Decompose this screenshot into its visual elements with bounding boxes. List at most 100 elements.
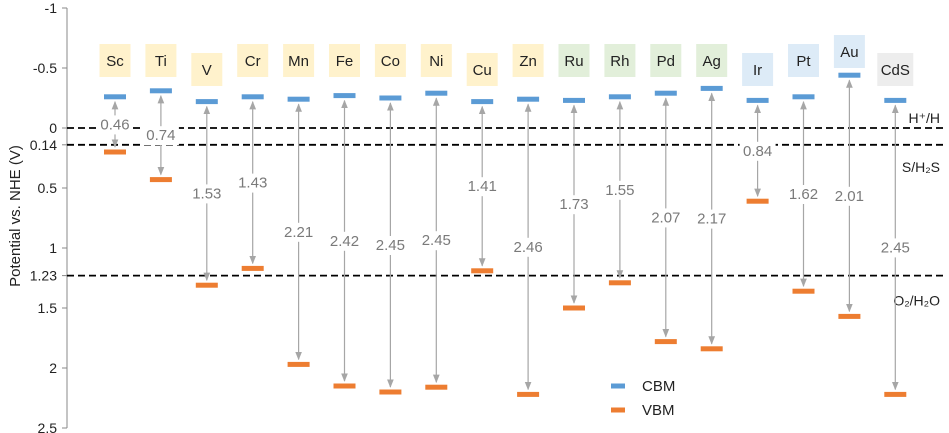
vbm-marker	[517, 391, 540, 397]
element-label: CdS	[881, 62, 910, 79]
cbm-marker	[608, 94, 631, 100]
vbm-marker	[149, 177, 172, 183]
legend-swatch	[611, 383, 625, 389]
element-label: Au	[840, 44, 858, 61]
y-tick-label: 1	[49, 240, 57, 256]
gap-label-bg	[647, 208, 684, 228]
y-axis-label: Potential vs. NHE (V)	[7, 145, 24, 287]
vbm-marker	[792, 288, 815, 294]
element-label: Rh	[610, 53, 629, 70]
band-edge-markers	[104, 72, 907, 397]
element-label: Zn	[519, 53, 537, 70]
element-label-box	[374, 44, 406, 77]
y-tick-label: 0.14	[30, 137, 57, 153]
gap-label-bg	[601, 180, 638, 200]
element-label: Sc	[106, 53, 124, 70]
y-tick-label: 2.5	[38, 420, 58, 433]
gap-label-bg	[693, 209, 730, 229]
y-tick-label: 1.5	[38, 300, 58, 316]
element-label: Ag	[703, 53, 721, 70]
element-label: Ti	[155, 53, 167, 70]
element-label-box	[466, 53, 498, 86]
vbm-marker	[379, 389, 402, 395]
cbm-marker	[104, 94, 126, 100]
reference-label-h: H⁺/H	[909, 110, 941, 126]
vbm-marker	[608, 280, 631, 286]
cbm-marker	[379, 95, 402, 101]
element-labels: Sc Ti V Cr Mn Fe Co Ni Cu Zn Ru Rh Pd Ag Ir Pt Au CdS	[99, 35, 914, 86]
element-label: Ni	[429, 53, 443, 70]
gap-label-bg	[831, 186, 868, 206]
element-label-box	[145, 44, 177, 77]
gap-label: 0.74	[146, 127, 175, 144]
gap-label-bg	[418, 231, 455, 251]
gap-label-bg	[464, 177, 501, 197]
cbm-marker	[884, 97, 907, 103]
element-label-box	[99, 44, 131, 77]
cbm-marker	[700, 85, 723, 91]
cbm-marker	[241, 94, 264, 100]
legend: CBM VBM	[611, 378, 675, 419]
gap-label: 0.46	[100, 116, 129, 133]
cbm-marker	[149, 88, 172, 94]
reference-label-s: S/H₂S	[902, 159, 940, 175]
element-label-box	[833, 35, 865, 68]
element-label-box	[420, 44, 452, 77]
vbm-marker	[563, 305, 585, 311]
vbm-marker	[471, 268, 494, 274]
element-label-box	[650, 44, 682, 77]
cbm-marker	[517, 96, 540, 102]
element-label-box	[558, 44, 590, 77]
gap-label-bg	[234, 173, 271, 193]
gap-label-bg	[785, 185, 822, 204]
gap-label: 1.41	[468, 178, 497, 195]
cbm-marker	[287, 96, 310, 102]
reference-lines: H⁺/H S/H₂S O₂/H₂O	[67, 110, 947, 309]
element-label: Fe	[336, 53, 354, 70]
y-tick-label: -0.5	[33, 60, 57, 76]
y-tick-label: 0.5	[38, 180, 58, 196]
element-label-box	[283, 44, 315, 77]
y-tick-label: 2	[49, 360, 57, 376]
vbm-marker	[746, 198, 769, 204]
element-label: Pd	[657, 53, 675, 70]
vbm-marker	[104, 149, 126, 155]
vbm-marker	[838, 313, 861, 319]
gap-label-bg	[97, 115, 133, 135]
element-label: Ir	[753, 62, 762, 79]
y-tick-label: 0	[49, 120, 57, 136]
gap-arrows: 0.46 0.74 1.53 1.43 2.21 2.42 2.45 2.45 1.41 2.46…	[97, 79, 914, 391]
vbm-marker	[333, 383, 356, 389]
element-label: Mn	[288, 53, 309, 70]
gap-label-bg	[326, 231, 363, 251]
gap-label-bg	[739, 141, 776, 161]
gap-label-bg	[372, 236, 409, 255]
gap-label: 2.45	[376, 237, 405, 254]
gap-label-bg	[142, 126, 179, 146]
cbm-marker	[746, 97, 769, 103]
gap-label-bg	[556, 195, 592, 215]
gap-label-bg	[280, 222, 317, 242]
cbm-marker	[838, 72, 861, 78]
vbm-marker	[654, 339, 677, 345]
element-label-box	[512, 44, 544, 77]
gap-label: 0.84	[743, 143, 772, 160]
gap-label: 2.01	[835, 188, 864, 205]
gap-label-bg	[877, 238, 914, 258]
cbm-marker	[333, 93, 356, 99]
element-label: V	[202, 62, 212, 79]
gap-label: 2.17	[697, 211, 726, 228]
y-tick-label: 1.23	[30, 268, 57, 284]
legend-swatch	[611, 407, 625, 413]
gap-label: 2.45	[422, 232, 451, 249]
gap-label: 2.21	[284, 224, 313, 241]
cbm-marker	[471, 99, 494, 105]
gap-label-bg	[510, 237, 547, 257]
element-label: Cr	[245, 53, 261, 70]
element-label-box	[742, 53, 774, 86]
element-label: Pt	[796, 53, 811, 70]
vbm-marker	[884, 391, 907, 397]
cbm-marker	[654, 90, 677, 96]
gap-label: 2.07	[651, 209, 680, 226]
